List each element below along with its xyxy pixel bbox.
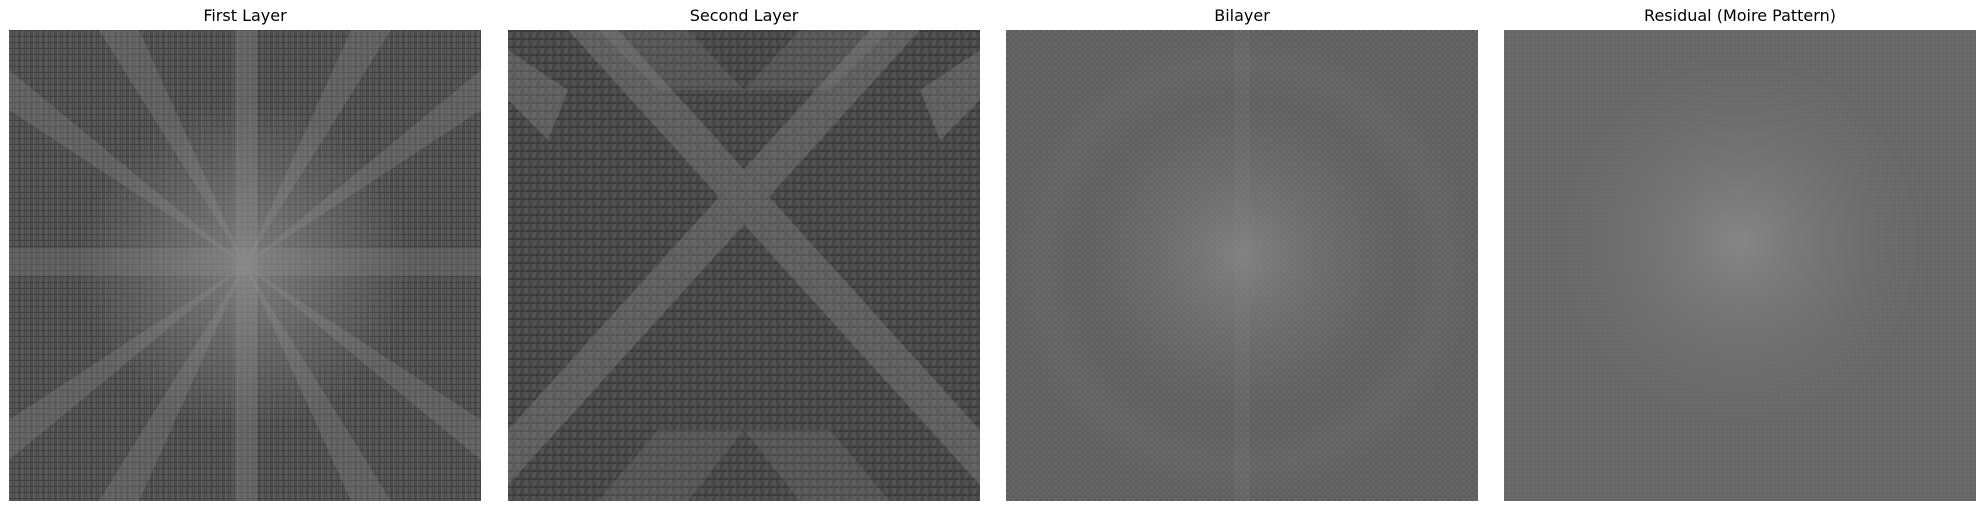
bilayer-image (1006, 30, 1478, 501)
panel-residual-moire: Residual (Moire Pattern) (1504, 0, 1976, 510)
panel-title: Residual (Moire Pattern) (1644, 6, 1836, 25)
first-layer-image (9, 30, 481, 501)
panel-title: Bilayer (1214, 6, 1270, 25)
panel-first-layer: First Layer (9, 0, 481, 510)
panel-title: First Layer (203, 6, 287, 25)
second-layer-image (508, 30, 980, 501)
panel-second-layer: Second Layer (508, 0, 980, 510)
panel-bilayer: Bilayer (1006, 0, 1478, 510)
residual-moire-image (1504, 30, 1976, 501)
panel-title: Second Layer (689, 6, 799, 25)
